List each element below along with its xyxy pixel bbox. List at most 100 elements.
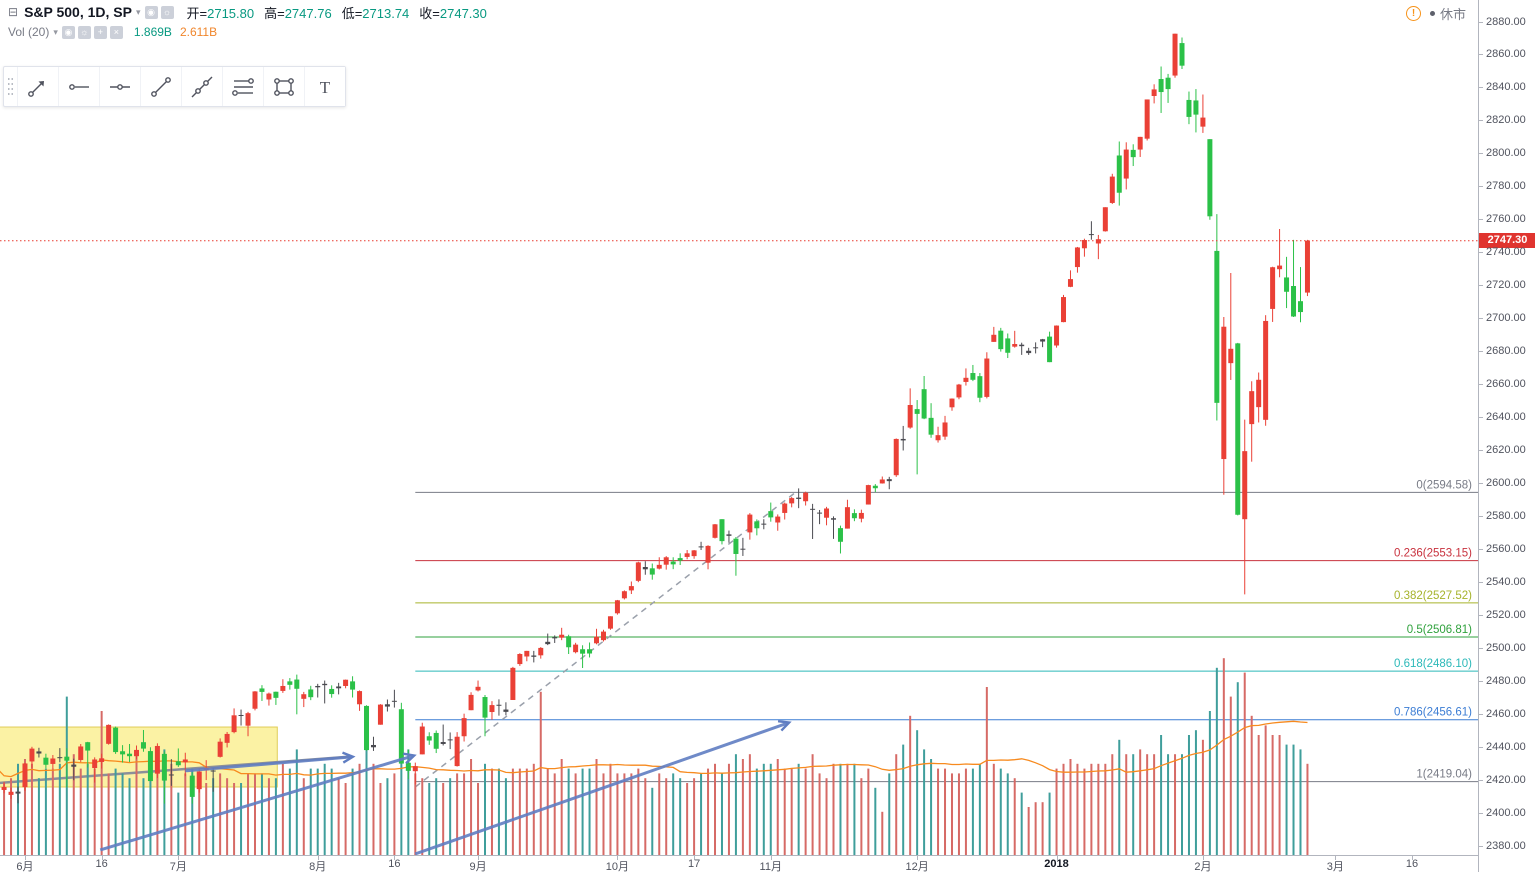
price-axis-label: 2660.00 xyxy=(1486,378,1526,391)
time-axis-label: 9月 xyxy=(469,861,487,872)
volume-current-value: 1.869B xyxy=(133,25,172,39)
price-tick xyxy=(1479,351,1483,353)
candlestick-chart-canvas[interactable]: 0(2594.58) 0.236(2553.15) 0.382(2527.52) 0.… xyxy=(0,0,1478,855)
price-tick xyxy=(1479,384,1483,386)
fib-level-label: 1(2419.04) xyxy=(1416,769,1472,781)
price-axis-label: 2820.00 xyxy=(1486,114,1526,127)
price-axis-label: 2680.00 xyxy=(1486,345,1526,358)
fib-level-label: 0.786(2456.61) xyxy=(1394,707,1472,719)
extended-line-tool-icon[interactable] xyxy=(181,67,222,106)
price-axis-label: 2720.00 xyxy=(1486,279,1526,292)
time-tick xyxy=(1202,856,1204,860)
settings-gear-icon[interactable]: ☼ xyxy=(160,5,174,19)
close-icon[interactable]: × xyxy=(109,25,123,39)
time-axis-label: 16 xyxy=(388,858,401,870)
price-axis-label: 2540.00 xyxy=(1486,575,1526,588)
text-tool-icon[interactable]: T xyxy=(304,67,345,106)
volume-ma-value: 2.611B xyxy=(179,25,218,39)
time-axis[interactable]: 6月 16 7月 8月 16 9月 10月 17 11月 12月 2018 2月 3月 16 xyxy=(0,855,1478,872)
price-axis-label: 2600.00 xyxy=(1486,476,1526,489)
horizontal-ray-tool-icon[interactable] xyxy=(99,67,140,106)
volume-row: Vol (20) ▾ ◉ ☼ + × 1.869B 2.611B xyxy=(8,22,487,42)
chevron-down-icon[interactable]: ▾ xyxy=(53,26,58,37)
price-tick xyxy=(1479,417,1483,419)
price-tick xyxy=(1479,845,1483,847)
volume-indicator-label[interactable]: Vol (20) xyxy=(8,25,50,39)
fib-level-label: 0.382(2527.52) xyxy=(1394,590,1472,602)
price-tick xyxy=(1479,515,1483,517)
drawing-toolbar: T xyxy=(3,66,346,107)
time-axis-label: 6月 xyxy=(16,861,34,872)
market-status-text: 休市 xyxy=(1440,7,1467,22)
rectangle-tool-icon[interactable] xyxy=(263,67,304,106)
price-axis-label: 2560.00 xyxy=(1486,542,1526,555)
price-tick xyxy=(1479,21,1483,23)
rally-trendline xyxy=(414,490,798,788)
trend-arrows xyxy=(99,723,788,855)
plus-icon[interactable]: + xyxy=(93,25,107,39)
toolbar-drag-handle[interactable] xyxy=(4,67,17,106)
candles-layer xyxy=(1,33,1310,804)
price-axis-label: 2480.00 xyxy=(1486,674,1526,687)
high-value: 高=2747.76 xyxy=(264,5,332,21)
price-axis-label: 2520.00 xyxy=(1486,608,1526,621)
time-axis-label: 16 xyxy=(95,858,108,870)
time-axis-label: 2月 xyxy=(1194,861,1212,872)
visibility-icon[interactable]: ◉ xyxy=(144,5,158,19)
time-tick xyxy=(478,856,480,860)
time-axis-label: 10月 xyxy=(605,861,630,872)
trend-line-tool-icon[interactable] xyxy=(140,67,181,106)
horizontal-line-tool-icon[interactable] xyxy=(58,67,99,106)
price-axis-label: 2620.00 xyxy=(1486,443,1526,456)
time-axis-label: 17 xyxy=(687,858,701,870)
time-axis-label: 8月 xyxy=(309,861,327,872)
low-value: 低=2713.74 xyxy=(341,5,410,21)
price-tick xyxy=(1479,87,1483,89)
time-tick xyxy=(394,856,396,860)
market-status: ! 休市 xyxy=(1406,4,1466,23)
fib-level-label: 0(2594.58) xyxy=(1416,479,1472,491)
price-axis-label: 2860.00 xyxy=(1486,48,1526,61)
price-tick xyxy=(1479,779,1483,781)
collapse-legend-icon[interactable]: ⊟ xyxy=(8,5,19,19)
price-axis-label: 2420.00 xyxy=(1486,773,1526,786)
time-axis-label: 2018 xyxy=(1044,858,1069,870)
time-axis-label: 11月 xyxy=(759,861,782,872)
trend-arrow-tool-icon[interactable] xyxy=(17,67,58,106)
price-tick xyxy=(1479,318,1483,320)
price-axis-label: 2500.00 xyxy=(1486,641,1526,654)
time-axis-label: 12月 xyxy=(905,861,929,872)
price-tick xyxy=(1479,746,1483,748)
price-tick xyxy=(1479,482,1483,484)
price-tick xyxy=(1479,548,1483,550)
price-axis-label: 2700.00 xyxy=(1486,312,1526,325)
price-tick xyxy=(1479,449,1483,451)
price-axis-label: 2640.00 xyxy=(1486,411,1526,424)
visibility-icon[interactable]: ◉ xyxy=(61,25,75,39)
price-axis[interactable]: 2747.30 2880.00 2860.00 2840.00 2820.00 2800… xyxy=(1478,0,1535,872)
highlight-rectangle xyxy=(0,726,278,788)
fib-level-label: 0.5(2506.81) xyxy=(1407,624,1472,636)
chevron-down-icon[interactable]: ▾ xyxy=(135,6,141,17)
fib-retracement-tool-icon[interactable] xyxy=(222,67,263,106)
symbol-row: ⊟ S&P 500, 1D, SP ▾ ◉ ☼ 开=2715.80 高=2747… xyxy=(8,2,487,22)
price-tick xyxy=(1479,186,1483,188)
svg-text:T: T xyxy=(320,78,331,97)
price-axis-label: 2440.00 xyxy=(1486,740,1526,753)
price-tick xyxy=(1479,680,1483,682)
symbol-title[interactable]: S&P 500, 1D, SP xyxy=(24,4,132,20)
time-axis-label: 3月 xyxy=(1326,861,1344,872)
time-tick xyxy=(317,856,319,860)
price-tick xyxy=(1479,252,1483,254)
time-tick xyxy=(770,856,772,860)
time-tick xyxy=(101,856,103,860)
price-tick xyxy=(1479,120,1483,122)
warning-icon[interactable]: ! xyxy=(1406,6,1421,21)
time-axis-label: 7月 xyxy=(169,861,187,872)
price-axis-label: 2740.00 xyxy=(1486,246,1526,259)
price-axis-label: 2780.00 xyxy=(1486,180,1526,193)
price-tick xyxy=(1479,812,1483,814)
settings-gear-icon[interactable]: ☼ xyxy=(77,25,91,39)
price-tick xyxy=(1479,614,1483,616)
